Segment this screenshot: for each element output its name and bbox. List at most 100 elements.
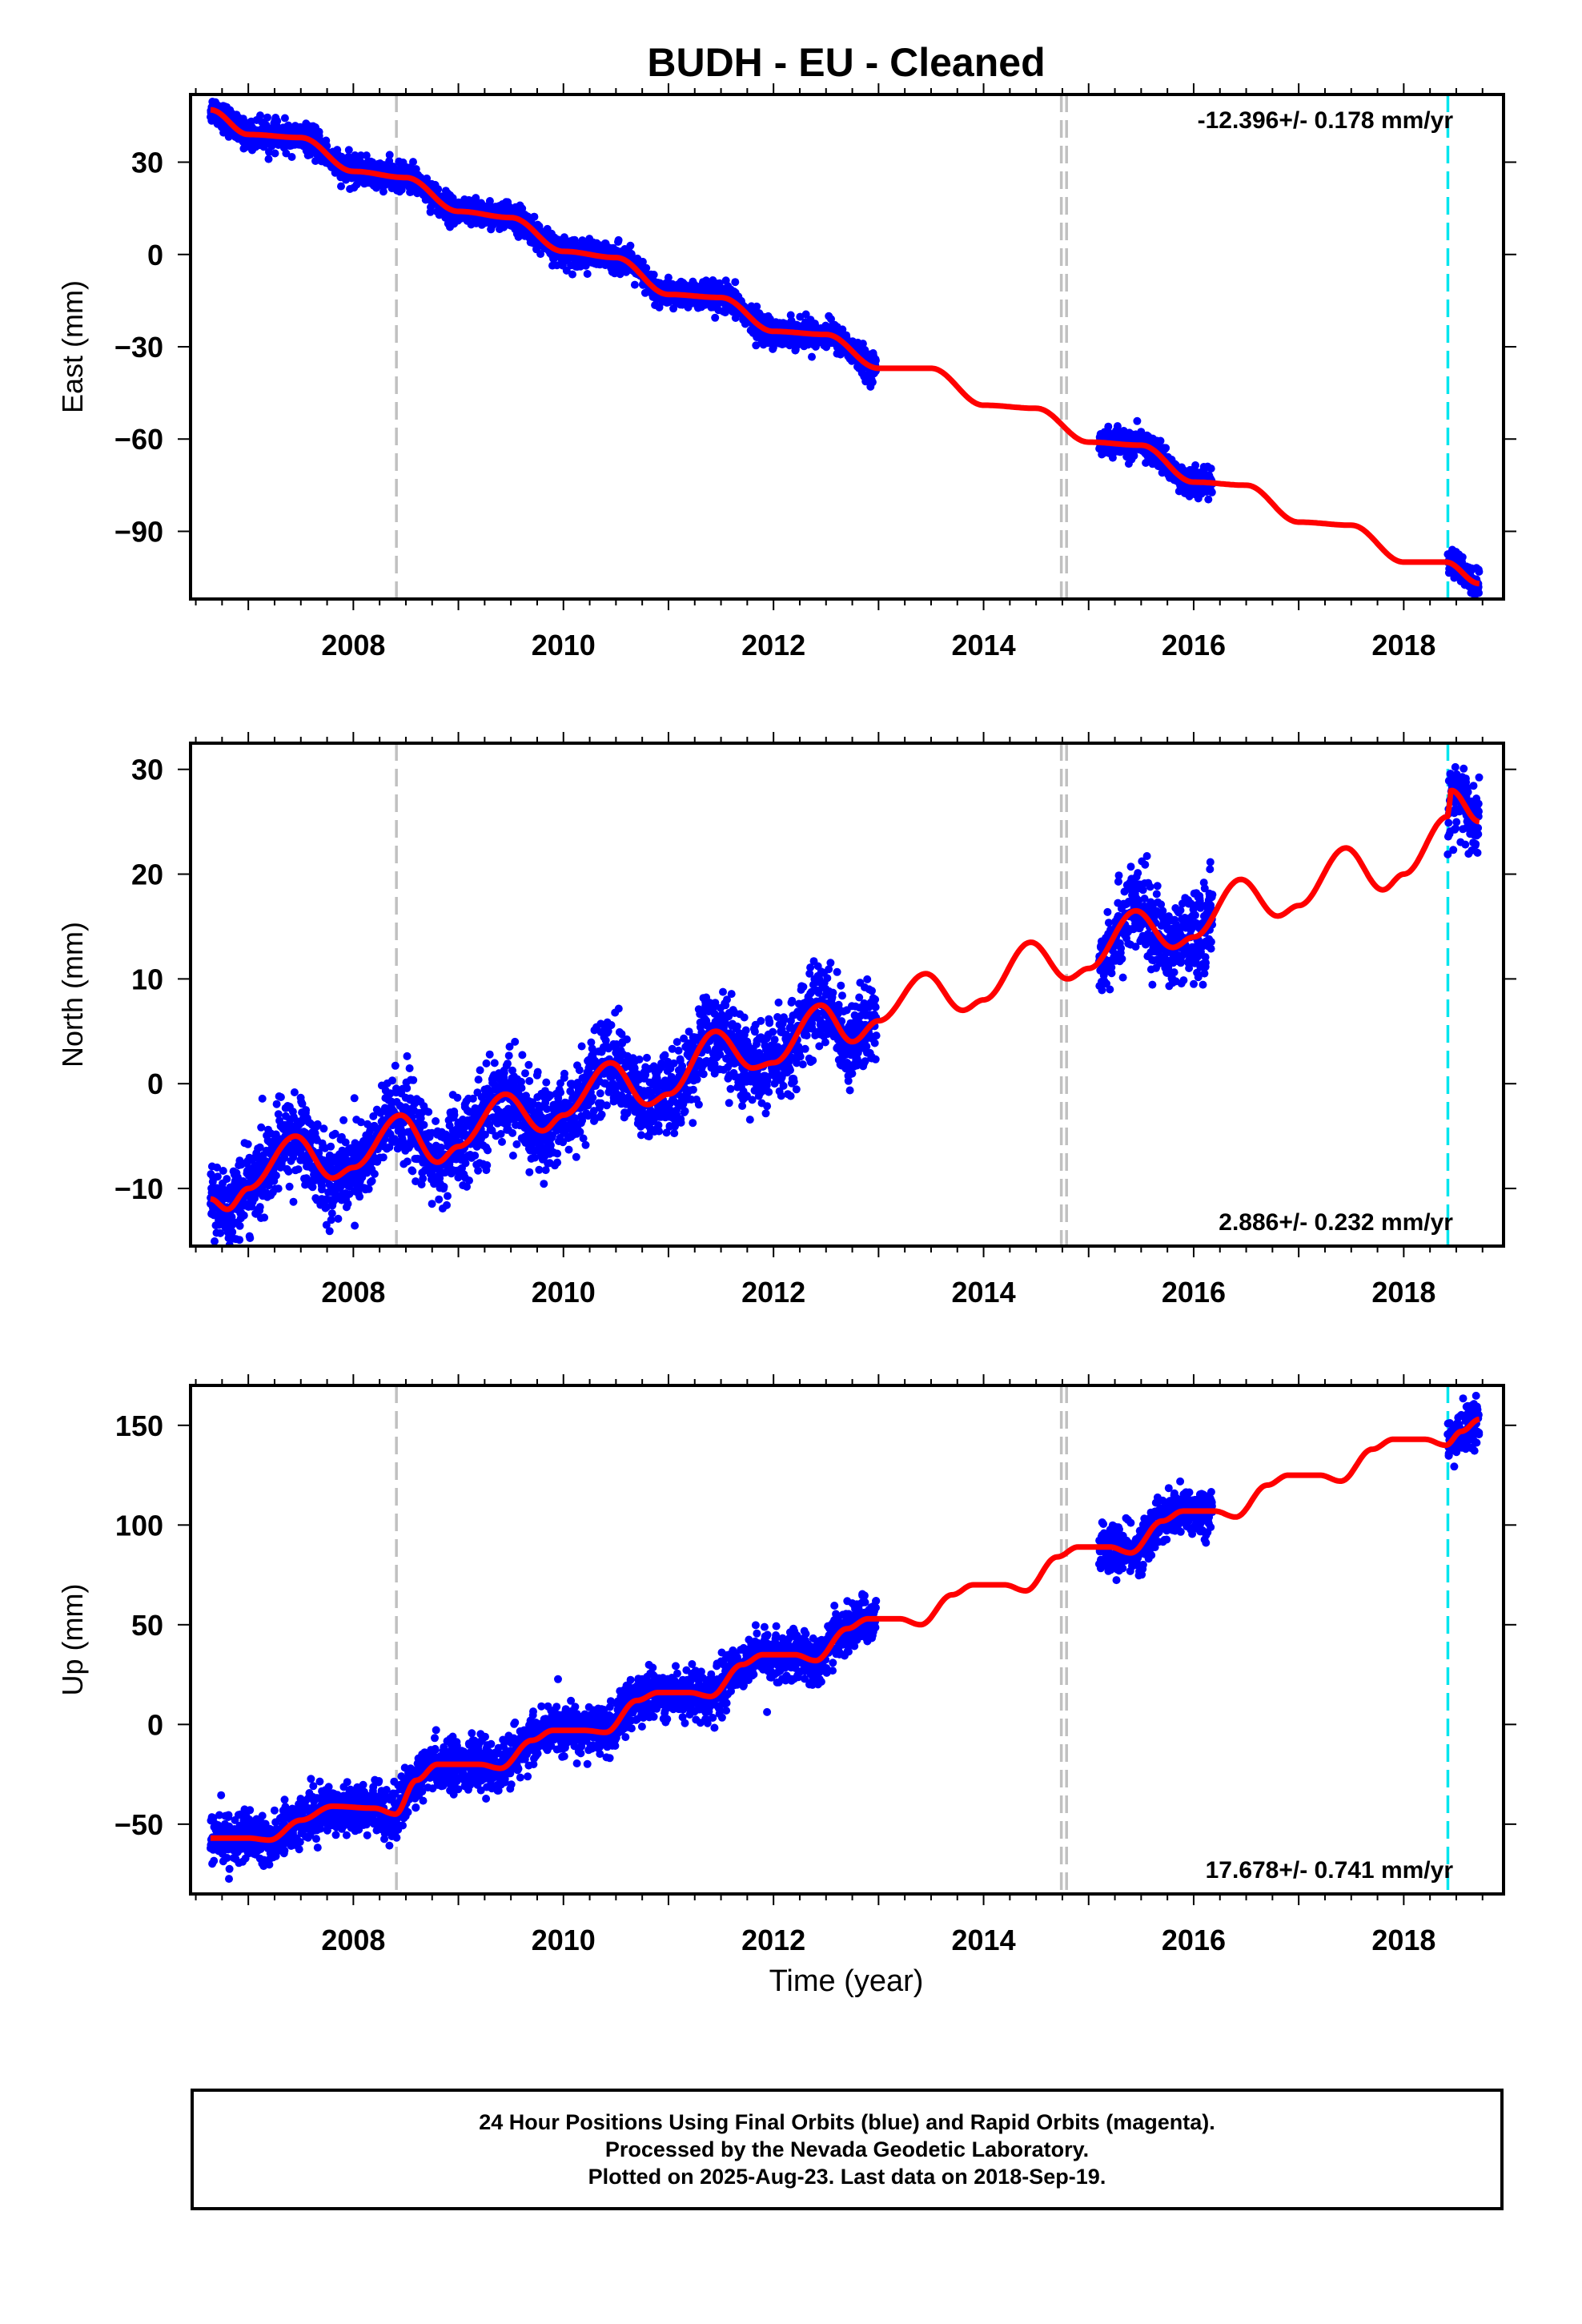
- data-point: [626, 241, 635, 250]
- data-point: [474, 1076, 483, 1084]
- data-point: [518, 1051, 527, 1059]
- data-point: [482, 1059, 491, 1068]
- data-point: [564, 1145, 573, 1154]
- data-point: [505, 1043, 514, 1051]
- data-point: [271, 1171, 280, 1180]
- data-point: [485, 1050, 494, 1059]
- data-point: [472, 194, 480, 203]
- data-point: [327, 1216, 335, 1224]
- data-point: [572, 1152, 580, 1161]
- data-point: [323, 142, 331, 151]
- data-point: [356, 1118, 365, 1127]
- data-point: [313, 1120, 322, 1128]
- data-point: [369, 1112, 378, 1120]
- data-point: [485, 197, 494, 205]
- data-point: [239, 1211, 248, 1220]
- data-point: [264, 155, 273, 163]
- x-tick-label: 2018: [1371, 629, 1435, 661]
- data-point: [231, 1252, 239, 1260]
- data-point: [341, 1138, 350, 1147]
- data-points-north: [207, 762, 1484, 1260]
- data-point: [344, 146, 353, 155]
- data-point: [465, 1176, 473, 1185]
- data-point: [753, 302, 761, 311]
- data-point: [588, 1093, 597, 1102]
- data-point: [638, 257, 647, 266]
- data-point: [583, 270, 592, 278]
- data-point: [440, 1182, 448, 1191]
- data-point: [752, 341, 761, 350]
- data-point: [504, 1059, 512, 1068]
- data-point: [213, 1172, 222, 1181]
- data-point: [587, 1038, 596, 1047]
- data-point: [255, 1203, 264, 1212]
- data-point: [570, 235, 579, 244]
- data-point: [801, 310, 810, 319]
- data-point: [385, 1143, 394, 1152]
- data-point: [474, 1166, 483, 1175]
- data-point: [282, 149, 291, 158]
- data-point: [367, 1176, 376, 1185]
- data-point: [364, 1184, 373, 1193]
- data-point: [1475, 567, 1484, 576]
- data-point: [602, 1101, 611, 1110]
- data-point: [1475, 589, 1483, 597]
- data-point: [271, 149, 279, 158]
- data-point: [1191, 461, 1200, 469]
- data-point: [362, 151, 371, 160]
- data-point: [406, 1094, 415, 1103]
- data-point: [664, 273, 673, 282]
- data-point: [630, 280, 639, 289]
- data-point: [827, 315, 835, 324]
- data-point: [484, 1146, 492, 1155]
- data-point: [285, 1182, 294, 1191]
- data-point: [517, 1077, 525, 1086]
- data-point: [273, 117, 282, 126]
- data-point: [711, 313, 720, 322]
- data-point: [560, 1069, 568, 1078]
- data-point: [649, 271, 658, 279]
- data-point: [1104, 422, 1113, 431]
- data-point: [235, 1236, 244, 1244]
- data-point: [490, 1059, 499, 1068]
- data-point: [409, 1076, 418, 1084]
- data-point: [541, 1166, 550, 1175]
- data-point: [403, 1084, 412, 1092]
- data-point: [318, 1182, 326, 1191]
- data-point: [227, 1212, 236, 1221]
- x-tick-label: 2016: [1162, 629, 1226, 661]
- y-tick-label: 30: [131, 147, 163, 179]
- data-point: [868, 378, 877, 387]
- data-point: [1207, 488, 1216, 497]
- data-point: [871, 356, 880, 365]
- data-point: [731, 278, 740, 287]
- data-point: [337, 182, 345, 191]
- data-point: [334, 1214, 343, 1223]
- data-point: [498, 1137, 506, 1146]
- data-point: [543, 1104, 552, 1113]
- rate-annotation: -12.396+/- 0.178 mm/yr: [1198, 107, 1454, 134]
- data-point: [443, 1200, 451, 1209]
- data-point: [403, 1051, 412, 1060]
- data-point: [536, 250, 545, 259]
- data-point: [518, 204, 527, 213]
- data-point: [355, 1192, 364, 1201]
- data-point: [530, 212, 539, 221]
- data-point: [424, 1108, 433, 1116]
- x-tick-label: 2012: [741, 629, 805, 661]
- data-point: [468, 1094, 477, 1103]
- data-point: [276, 1093, 285, 1101]
- data-point: [289, 1197, 298, 1206]
- data-point: [432, 1117, 440, 1125]
- data-point: [504, 1051, 513, 1060]
- data-point: [331, 1129, 339, 1138]
- data-point: [1458, 553, 1467, 561]
- data-point: [579, 1134, 588, 1143]
- data-point: [435, 1195, 444, 1204]
- panel-east: 2008 2010 2012 2014 2016 2018300−30−60−90East…: [56, 83, 1516, 661]
- data-point: [211, 1237, 219, 1245]
- data-point: [535, 1165, 544, 1174]
- data-point: [540, 1180, 548, 1188]
- data-point: [568, 270, 576, 279]
